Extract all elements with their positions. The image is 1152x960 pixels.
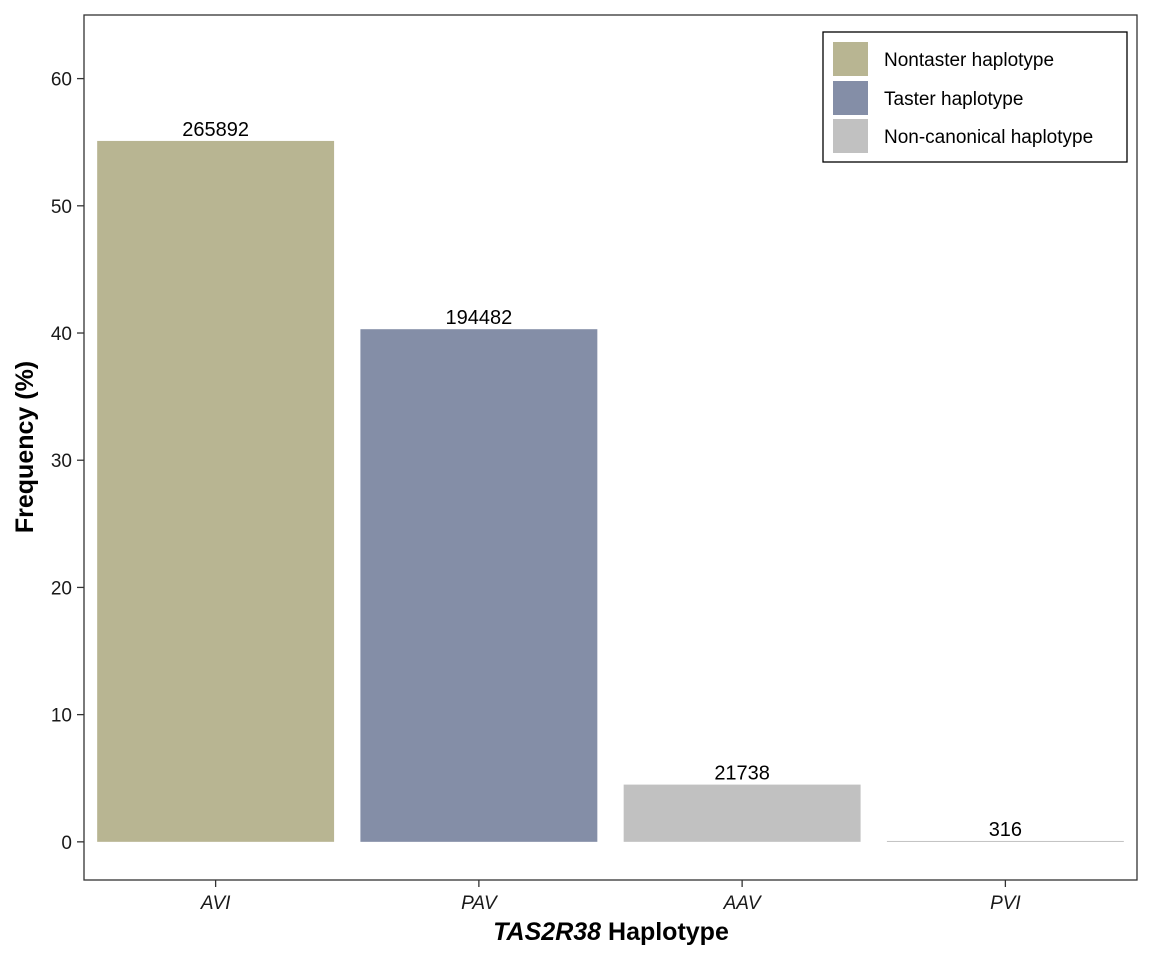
legend-swatch-nontaster <box>833 42 868 76</box>
x-axis-title-italic: TAS2R38 <box>493 918 601 946</box>
y-axis: 0 10 20 30 40 50 60 <box>51 70 84 854</box>
bar-labels: 265892 194482 21738 316 <box>182 119 1022 841</box>
bar-value-label-pvi: 316 <box>989 819 1022 841</box>
bar-avi <box>97 140 335 842</box>
y-tick-label: 0 <box>61 833 72 854</box>
legend-entry-noncanonical: Non-canonical haplotype <box>833 119 1093 153</box>
bar-aav <box>623 784 861 842</box>
legend-swatch-taster <box>833 81 868 115</box>
y-tick-label: 10 <box>51 706 72 727</box>
x-tick-label-pav: PAV <box>461 893 499 914</box>
legend-label-noncanonical: Non-canonical haplotype <box>884 127 1093 148</box>
bar-pvi <box>886 840 1124 842</box>
legend-label-taster: Taster haplotype <box>884 89 1023 110</box>
legend-label-nontaster: Nontaster haplotype <box>884 50 1054 71</box>
y-tick-label: 40 <box>51 324 72 345</box>
x-axis-title-rest: Haplotype <box>601 918 729 946</box>
x-axis-title: TAS2R38 Haplotype <box>493 918 729 946</box>
bar-value-label-aav: 21738 <box>714 763 770 785</box>
y-tick-label: 60 <box>51 70 72 91</box>
y-axis-title: Frequency (%) <box>11 361 39 533</box>
legend-entry-taster: Taster haplotype <box>833 81 1023 115</box>
y-tick-label: 20 <box>51 578 72 599</box>
legend-entry-nontaster: Nontaster haplotype <box>833 42 1054 76</box>
y-tick-label: 30 <box>51 451 72 472</box>
x-tick-label-avi: AVI <box>200 893 231 914</box>
legend-swatch-noncanonical <box>833 119 868 153</box>
x-tick-label-pvi: PVI <box>990 893 1021 914</box>
bar-value-label-pav: 194482 <box>446 307 513 329</box>
bars <box>97 140 1124 842</box>
bar-pav <box>360 329 598 842</box>
x-tick-label-aav: AAV <box>723 893 763 914</box>
x-axis: AVI PAV AAV PVI <box>200 880 1021 914</box>
legend-box <box>822 31 1128 163</box>
legend: Nontaster haplotype Taster haplotype Non… <box>822 31 1128 163</box>
bar-value-label-avi: 265892 <box>182 119 249 141</box>
y-tick-label: 50 <box>51 197 72 218</box>
